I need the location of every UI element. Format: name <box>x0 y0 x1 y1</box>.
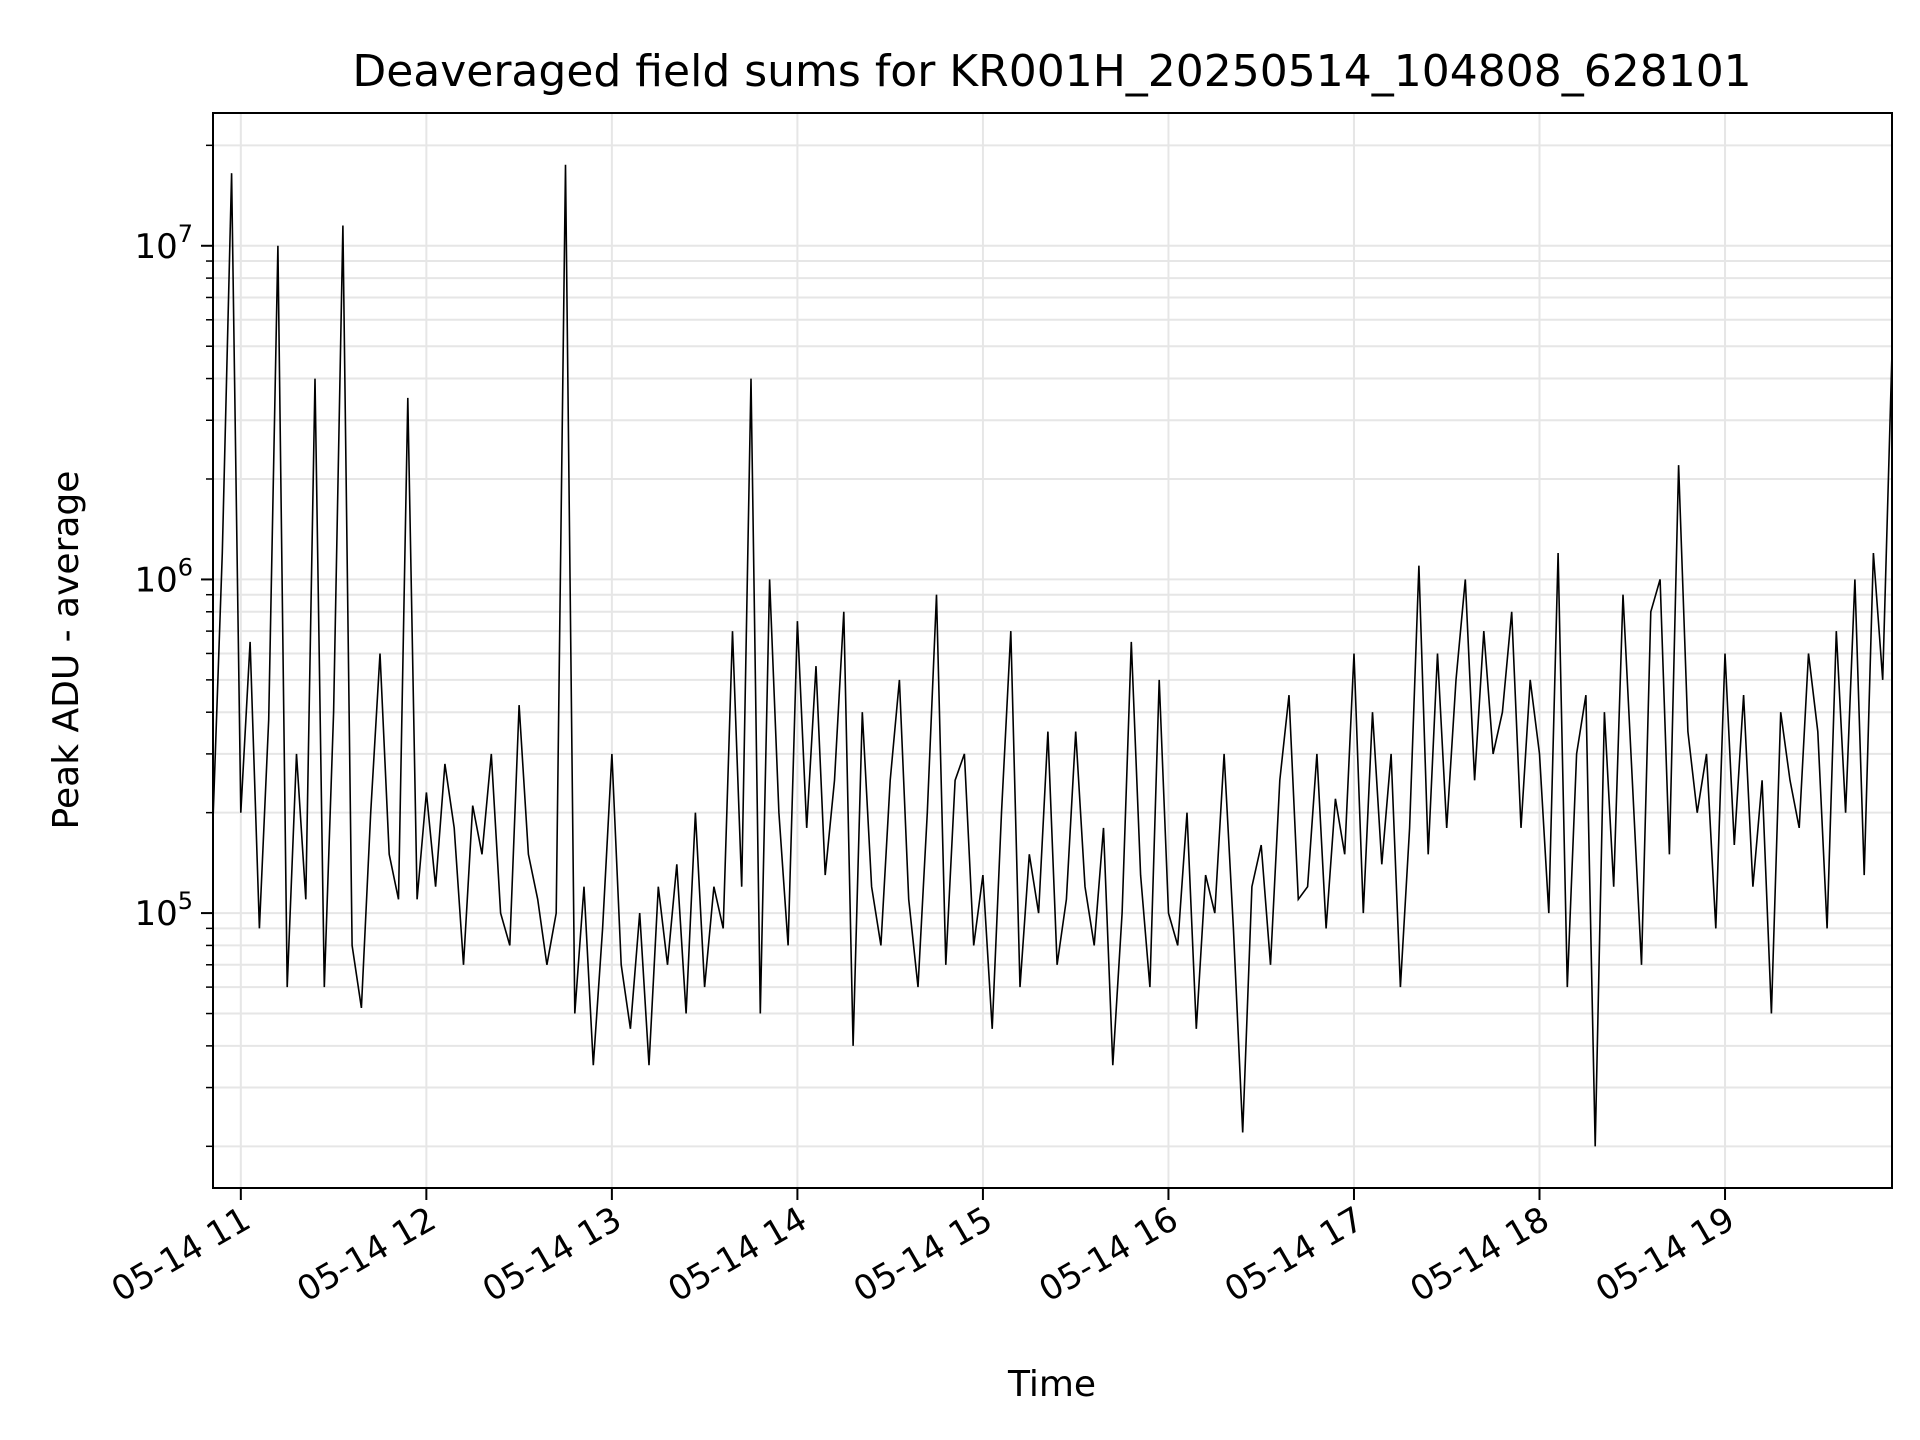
x-axis-title: Time <box>1007 1364 1096 1405</box>
y-tick-label: 107 <box>134 220 193 267</box>
grid <box>213 113 1892 1188</box>
series-line-group <box>212 164 1893 1147</box>
y-tick-label: 106 <box>134 553 193 600</box>
series-line <box>212 164 1893 1147</box>
y-axis: 105 106 107 <box>134 144 213 1148</box>
y-axis-title: Peak ADU - average <box>46 471 87 830</box>
y-tick-label: 105 <box>134 887 193 934</box>
plot-frame <box>212 112 1893 1189</box>
chart-title: Deaveraged field sums for KR001H_2025051… <box>352 46 1751 97</box>
